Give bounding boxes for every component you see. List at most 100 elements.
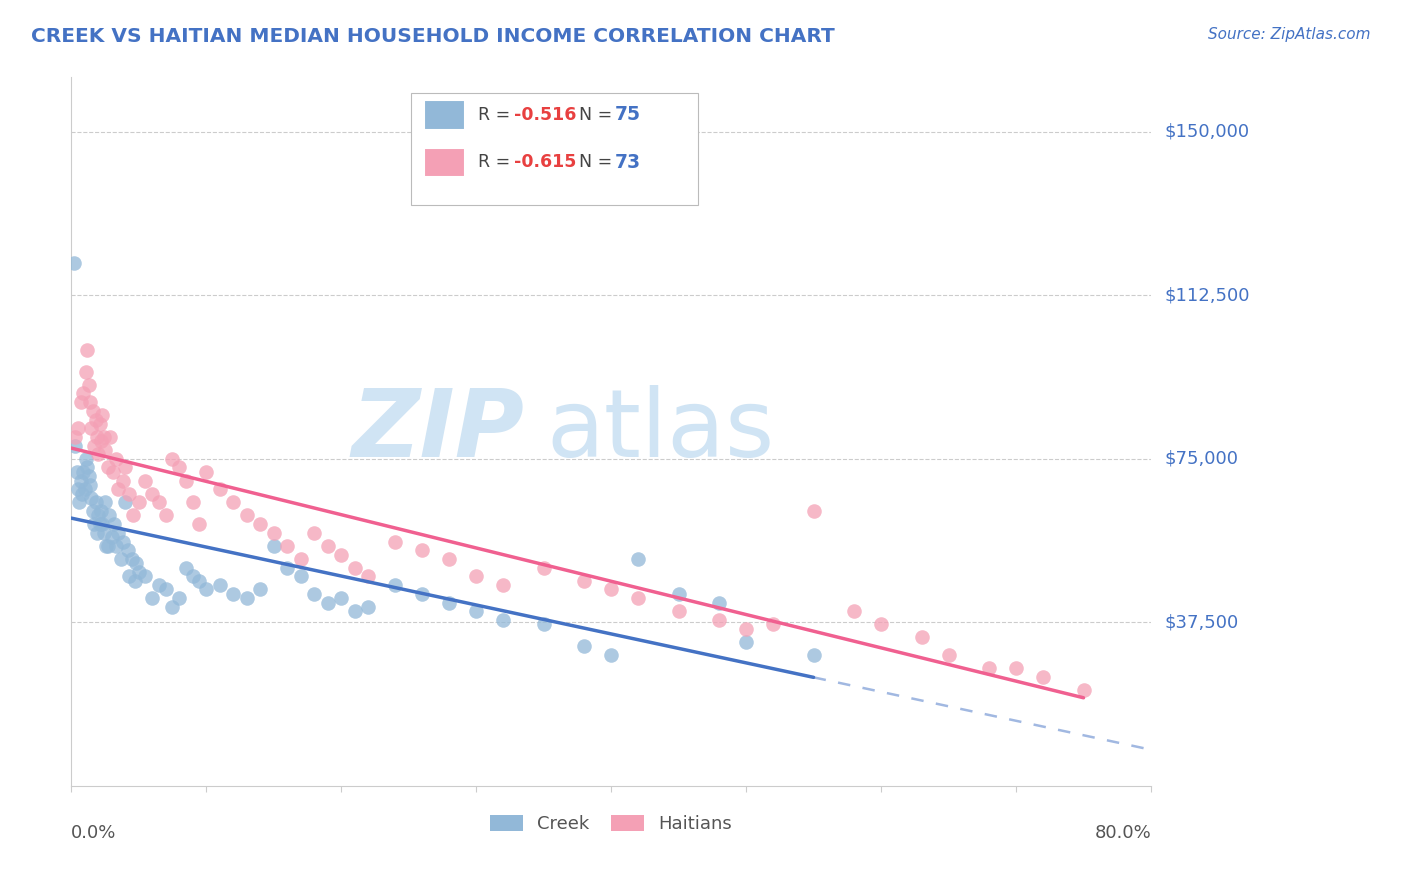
Text: $75,000: $75,000	[1166, 450, 1239, 467]
Point	[84, 495, 107, 509]
Point	[668, 587, 690, 601]
Point	[100, 430, 122, 444]
Text: N =: N =	[579, 106, 617, 124]
Point	[86, 430, 108, 444]
Text: atlas: atlas	[547, 385, 775, 477]
Point	[181, 569, 204, 583]
Point	[91, 517, 114, 532]
Point	[114, 495, 136, 509]
Text: Source: ZipAtlas.com: Source: ZipAtlas.com	[1208, 27, 1371, 42]
Point	[67, 495, 90, 509]
Point	[627, 591, 650, 606]
Point	[76, 460, 98, 475]
Point	[330, 548, 353, 562]
Point	[100, 530, 122, 544]
Point	[77, 469, 100, 483]
Point	[122, 508, 145, 523]
Point	[107, 482, 129, 496]
Text: $112,500: $112,500	[1166, 286, 1250, 304]
Point	[128, 565, 150, 579]
Point	[162, 451, 184, 466]
Point	[842, 604, 865, 618]
Point	[66, 465, 89, 479]
Point	[276, 539, 298, 553]
Point	[128, 495, 150, 509]
Point	[437, 595, 460, 609]
Point	[174, 474, 197, 488]
Point	[65, 439, 87, 453]
Point	[65, 430, 87, 444]
Point	[90, 504, 112, 518]
Point	[938, 648, 960, 662]
Point	[302, 587, 325, 601]
Point	[222, 587, 245, 601]
Point	[76, 343, 98, 357]
Point	[870, 617, 893, 632]
Text: R =: R =	[478, 106, 516, 124]
Point	[411, 543, 433, 558]
Point	[411, 587, 433, 601]
Point	[70, 486, 93, 500]
Point	[104, 451, 127, 466]
Point	[96, 539, 118, 553]
Point	[77, 377, 100, 392]
Point	[181, 495, 204, 509]
Point	[110, 552, 132, 566]
Text: 73: 73	[614, 153, 641, 172]
Legend: Creek, Haitians: Creek, Haitians	[484, 807, 740, 840]
Point	[107, 525, 129, 540]
Point	[111, 534, 134, 549]
Point	[600, 648, 623, 662]
Point	[316, 595, 339, 609]
Point	[384, 578, 406, 592]
Point	[134, 474, 156, 488]
Point	[141, 591, 163, 606]
Point	[803, 648, 825, 662]
Point	[195, 582, 218, 597]
Text: 75: 75	[614, 105, 640, 125]
Text: $150,000: $150,000	[1166, 123, 1250, 141]
Point	[290, 552, 312, 566]
Point	[79, 395, 101, 409]
Point	[90, 434, 112, 449]
Point	[492, 613, 515, 627]
Point	[75, 451, 97, 466]
Point	[89, 417, 111, 431]
Point	[75, 365, 97, 379]
Point	[118, 486, 141, 500]
Text: R =: R =	[478, 153, 516, 171]
Text: $37,500: $37,500	[1166, 613, 1239, 632]
Text: 0.0%: 0.0%	[72, 824, 117, 842]
Point	[79, 478, 101, 492]
Point	[97, 460, 120, 475]
FancyBboxPatch shape	[425, 100, 465, 130]
Point	[134, 569, 156, 583]
Point	[707, 595, 730, 609]
Point	[276, 560, 298, 574]
Point	[73, 482, 96, 496]
Point	[627, 552, 650, 566]
Point	[72, 386, 94, 401]
Point	[84, 412, 107, 426]
Point	[86, 525, 108, 540]
Point	[235, 591, 257, 606]
Point	[101, 465, 124, 479]
Point	[80, 421, 103, 435]
Point	[91, 408, 114, 422]
Point	[735, 634, 758, 648]
Text: 80.0%: 80.0%	[1094, 824, 1152, 842]
Point	[94, 442, 117, 457]
Point	[83, 439, 105, 453]
Point	[66, 482, 89, 496]
Point	[222, 495, 245, 509]
Point	[124, 574, 146, 588]
Point	[89, 517, 111, 532]
Point	[188, 574, 211, 588]
Point	[1005, 661, 1028, 675]
Point	[384, 534, 406, 549]
Point	[188, 517, 211, 532]
Point	[668, 604, 690, 618]
Point	[357, 569, 380, 583]
Text: CREEK VS HAITIAN MEDIAN HOUSEHOLD INCOME CORRELATION CHART: CREEK VS HAITIAN MEDIAN HOUSEHOLD INCOME…	[31, 27, 835, 45]
Point	[316, 539, 339, 553]
